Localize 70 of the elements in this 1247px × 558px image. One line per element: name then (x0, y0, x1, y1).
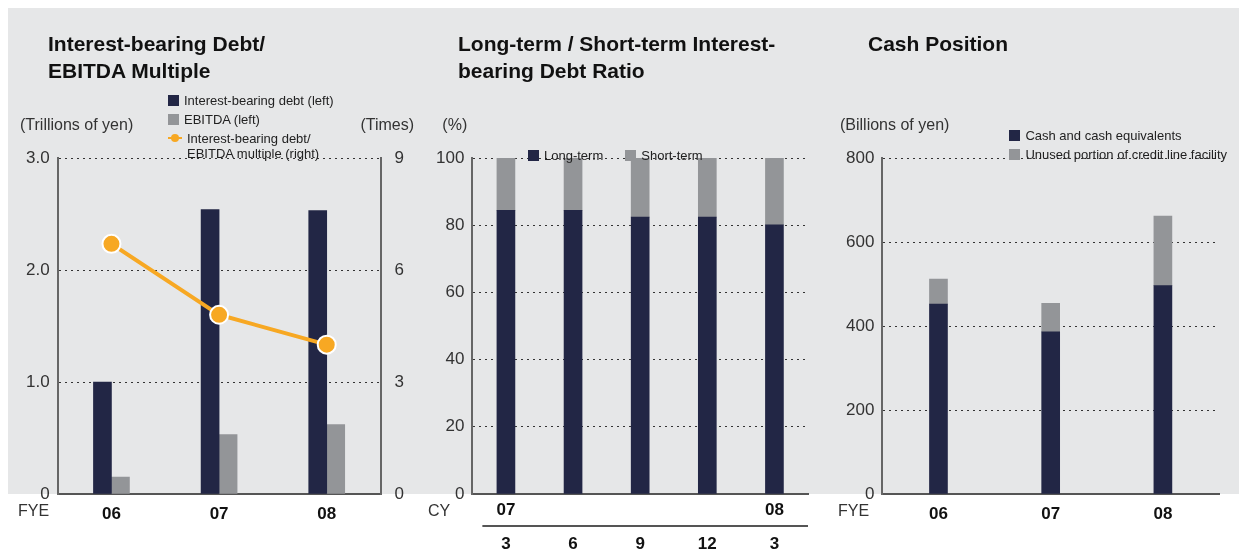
bar (326, 424, 346, 494)
y-axis-title: (Trillions of yen) (20, 116, 134, 134)
x-tick-label: 06 (101, 503, 121, 523)
y-tick-label: 0 (864, 483, 875, 503)
legend-label: Interest-bearing debt/ EBITDA multiple (right) (187, 131, 321, 161)
bar (1041, 331, 1061, 494)
x-tick-label: 9 (635, 533, 645, 553)
legend-label: Interest-bearing debt (left) (184, 93, 334, 108)
bar (765, 158, 784, 226)
x-tick-label: 07 (209, 503, 229, 523)
y-tick-label: 3.0 (25, 147, 50, 167)
y-tick-label: 40 (445, 349, 465, 369)
y2-tick-label: 9 (394, 147, 405, 167)
bar (697, 158, 717, 218)
chart-title: Interest-bearing Debt/ EBITDA Multiple (48, 31, 267, 84)
x-tick-label: 3 (769, 533, 780, 553)
x-tick-label: 12 (697, 533, 717, 553)
bar (496, 210, 516, 494)
y-tick-label: 800 (845, 147, 875, 167)
chart-title: Cash Position (868, 31, 1010, 57)
legend-label: EBITDA (left) (184, 112, 260, 127)
point (316, 334, 337, 355)
legend-label: Cash and cash equivalents (1025, 128, 1182, 143)
bar (765, 224, 784, 494)
x-axis-title: FYE (18, 502, 50, 520)
point (209, 304, 230, 325)
legend-label: Short-term (641, 148, 703, 163)
y-tick-label: 200 (845, 399, 875, 419)
bar (111, 476, 130, 494)
bar (218, 434, 238, 494)
y-tick-label: 1.0 (25, 371, 50, 391)
y2-tick-label: 0 (394, 483, 405, 503)
y-tick-label: 60 (445, 282, 465, 302)
y-axis-title: (Billions of yen) (840, 116, 950, 134)
bar (630, 216, 650, 494)
y-tick-label: 0 (40, 483, 50, 503)
bar (929, 278, 948, 305)
y2-axis-title: (Times) (360, 116, 414, 134)
point (101, 233, 122, 254)
bar (1041, 302, 1061, 333)
y-tick-label: 0 (454, 483, 465, 503)
bar (1153, 285, 1173, 494)
legend-label: Long-term (544, 148, 604, 163)
legend-label: Unused portion of credit line facility (1025, 147, 1227, 162)
bar (563, 210, 583, 494)
y-tick-label: 400 (845, 315, 875, 335)
x-tick-label: 07 (1041, 503, 1061, 523)
x-axis-title: FYE (838, 502, 870, 520)
bar (93, 381, 112, 494)
y-tick-label: 20 (445, 416, 465, 436)
x-tick-label: 06 (929, 503, 948, 523)
bar (929, 303, 948, 494)
bar (308, 210, 328, 494)
x-tick-label: 08 (317, 503, 337, 523)
bar (200, 209, 220, 494)
bar (496, 158, 516, 211)
x-tick-label: 3 (501, 533, 511, 553)
bar (697, 216, 717, 494)
y2-tick-label: 6 (394, 259, 405, 279)
x-tick-label: 6 (568, 533, 578, 553)
y-tick-label: 80 (445, 214, 465, 234)
y-tick-label: 2.0 (25, 259, 50, 279)
chart-title: Long-term / Short-term Interest-bearing Debt Ratio (458, 31, 777, 84)
y-tick-label: 100 (435, 147, 465, 167)
x-tick-label: 08 (1153, 503, 1173, 523)
y-axis-title: (%) (442, 116, 468, 134)
x-axis-title: CY (428, 502, 451, 520)
y-tick-label: 600 (845, 231, 875, 251)
y2-tick-label: 3 (394, 371, 405, 391)
bar (1153, 215, 1173, 287)
